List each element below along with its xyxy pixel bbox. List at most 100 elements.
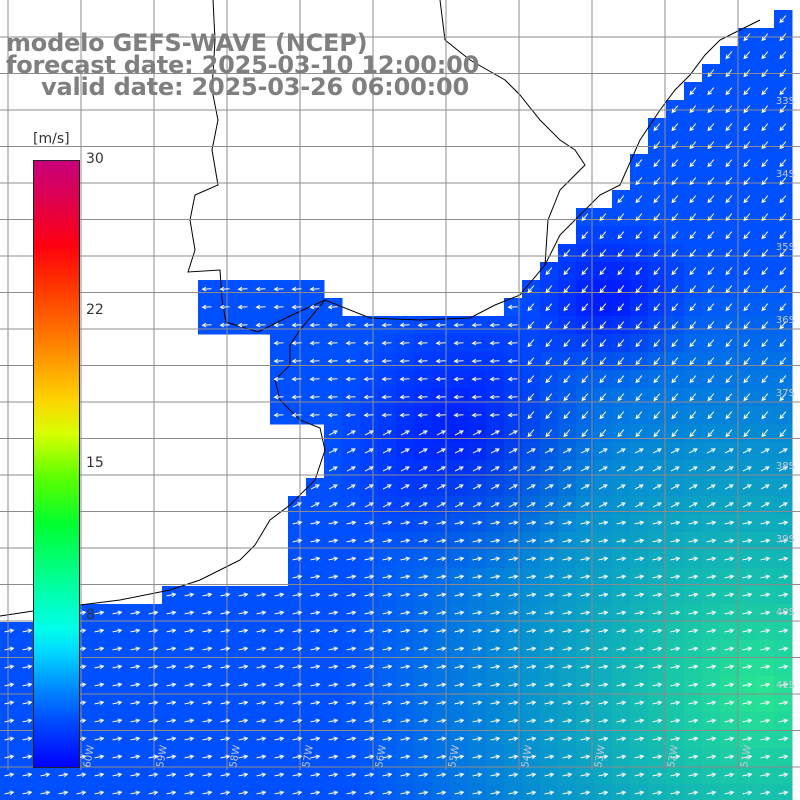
wind-arrow — [454, 610, 465, 616]
wind-arrow — [761, 375, 769, 384]
wind-arrow — [418, 520, 429, 526]
wind-arrow — [472, 466, 482, 472]
wind-arrow — [490, 628, 501, 634]
wind-arrow — [526, 538, 537, 544]
wind-arrow — [184, 754, 195, 760]
wind-arrow — [148, 718, 159, 724]
wind-arrow — [689, 411, 697, 420]
wind-arrow — [22, 700, 33, 706]
wind-arrow — [273, 340, 284, 346]
wind-arrow — [598, 466, 608, 472]
wind-arrow — [742, 520, 753, 526]
wind-arrow — [508, 502, 518, 508]
wind-arrow — [779, 123, 787, 132]
wind-arrow — [598, 538, 609, 544]
wind-arrow — [472, 592, 483, 598]
wind-arrow — [778, 664, 789, 670]
wind-arrow — [94, 700, 105, 706]
wind-arrow — [310, 754, 321, 760]
wind-arrow — [634, 448, 644, 454]
wind-arrow — [382, 736, 393, 742]
wind-arrow — [617, 357, 625, 366]
wind-arrow — [346, 466, 356, 472]
wind-arrow — [562, 448, 572, 454]
wind-arrow — [617, 285, 625, 294]
wind-arrow — [507, 304, 518, 310]
wind-arrow — [760, 538, 771, 544]
wind-arrow — [454, 718, 465, 724]
wind-arrow — [4, 718, 15, 724]
wind-arrow — [237, 304, 248, 310]
wind-arrow — [580, 628, 591, 634]
wind-speed-cell — [360, 784, 379, 800]
wind-arrow — [760, 754, 771, 760]
wind-arrow — [490, 754, 501, 760]
wind-arrow — [274, 664, 285, 670]
lat-label: 40S — [776, 607, 795, 618]
wind-arrow — [760, 790, 771, 796]
wind-arrow — [364, 682, 375, 688]
wind-arrow — [364, 502, 374, 508]
wind-arrow — [400, 682, 411, 688]
wind-arrow — [292, 772, 303, 778]
wind-arrow — [526, 520, 537, 526]
wind-arrow — [670, 754, 681, 760]
wind-arrow — [184, 610, 195, 616]
wind-arrow — [489, 322, 500, 328]
wind-arrow — [706, 628, 717, 634]
wind-arrow — [381, 376, 392, 382]
wind-arrow — [779, 375, 787, 384]
wind-arrow — [688, 538, 699, 544]
wind-arrow — [563, 321, 571, 330]
wind-arrow — [652, 772, 663, 778]
wind-arrow — [328, 574, 339, 580]
wind-arrow — [94, 754, 105, 760]
wind-arrow — [545, 411, 553, 420]
wind-arrow — [743, 429, 751, 438]
wind-arrow — [472, 790, 483, 796]
wind-speed-cell — [774, 784, 793, 800]
wind-arrow — [725, 303, 733, 312]
wind-arrow — [562, 772, 573, 778]
wind-arrow — [634, 502, 644, 508]
wind-arrow — [635, 249, 643, 258]
wind-arrow — [779, 285, 787, 294]
wind-arrow — [761, 393, 769, 402]
wind-arrow — [184, 646, 195, 652]
wind-arrow — [310, 592, 321, 598]
wind-arrow — [148, 772, 159, 778]
wind-arrow — [761, 429, 769, 438]
wind-arrow — [345, 358, 356, 364]
wind-arrow — [291, 304, 302, 310]
wind-arrow — [725, 159, 733, 168]
wind-arrow — [382, 502, 392, 508]
wind-arrow — [724, 574, 735, 580]
wind-arrow — [346, 628, 357, 634]
wind-arrow — [688, 448, 698, 454]
wind-speed-cell — [576, 784, 595, 800]
wind-arrow — [598, 664, 609, 670]
wind-arrow — [635, 195, 643, 204]
wind-arrow — [545, 393, 553, 402]
wind-arrow — [238, 592, 249, 598]
wind-arrow — [400, 790, 411, 796]
wind-speed-cell — [18, 784, 37, 800]
wind-arrow — [436, 448, 446, 454]
wind-arrow — [670, 574, 681, 580]
wind-arrow — [778, 628, 789, 634]
wind-arrow — [671, 141, 679, 150]
wind-arrow — [436, 520, 447, 526]
wind-arrow — [779, 141, 787, 150]
wind-arrow — [779, 429, 787, 438]
wind-arrow — [616, 592, 627, 598]
wind-arrow — [346, 790, 357, 796]
wind-arrow — [778, 736, 789, 742]
lon-label: 57W — [301, 744, 316, 768]
wind-arrow — [707, 321, 715, 330]
wind-arrow — [724, 790, 735, 796]
wind-arrow — [508, 610, 519, 616]
wind-arrow — [237, 286, 248, 292]
wind-arrow — [743, 303, 751, 312]
wind-speed-cell — [288, 784, 307, 800]
wind-arrow — [166, 736, 177, 742]
